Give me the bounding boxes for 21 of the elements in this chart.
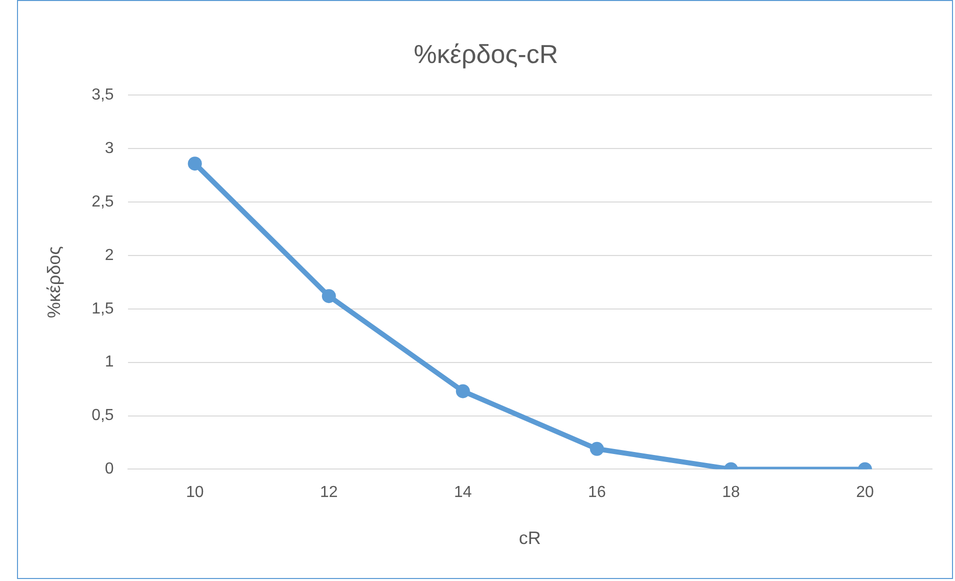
x-tick-label: 12 [320, 484, 338, 502]
x-tick-label: 10 [186, 484, 204, 502]
y-tick-label: 1,5 [92, 300, 114, 318]
x-tick-label: 18 [722, 484, 740, 502]
y-tick-label: 3,5 [92, 86, 114, 104]
y-tick-label: 0,5 [92, 407, 114, 424]
x-tick-label: 16 [588, 484, 606, 502]
point [188, 156, 202, 171]
x-tick-label: 20 [856, 484, 874, 502]
point [590, 442, 604, 456]
y-tick-label: 0 [104, 460, 114, 478]
y-tick-label: 2 [104, 246, 114, 264]
y-tick-label: 3 [104, 140, 114, 158]
point [322, 289, 336, 304]
y-axis-title: %κέρδος [44, 246, 64, 318]
x-axis-title: cR [518, 528, 541, 548]
y-tick-label: 2,5 [92, 193, 114, 210]
chart-title: %κέρδος-cR [414, 38, 558, 69]
x-tick-label: 14 [454, 484, 472, 502]
point [456, 384, 470, 398]
y-tick-label: 1 [104, 354, 114, 371]
